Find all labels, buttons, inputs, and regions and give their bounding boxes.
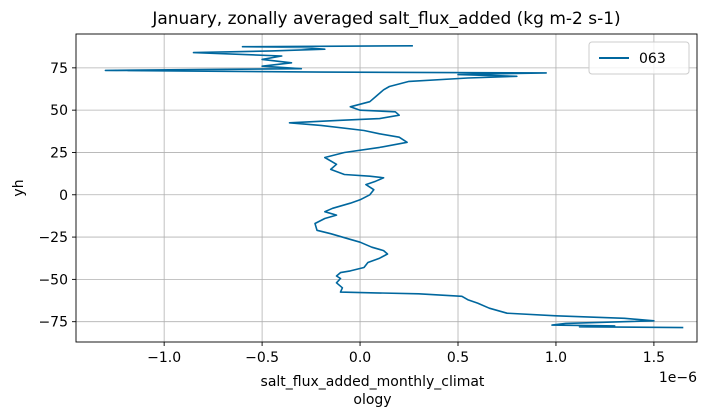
chart-title: January, zonally averaged salt_flux_adde… [151, 9, 620, 29]
x-axis-offset-label: 1e−6 [659, 370, 697, 386]
x-axis-label-line-2: ology [353, 392, 391, 408]
series-line-063 [104, 45, 684, 329]
plot-frame [75, 33, 698, 343]
legend-box [588, 41, 690, 75]
x-tick-label: 1.0 [545, 350, 567, 366]
x-tick-label: −1.0 [147, 350, 181, 366]
x-tick-label: 0.0 [349, 350, 371, 366]
y-tick-label: 0 [59, 188, 68, 204]
y-tick-label: −75 [38, 315, 68, 331]
x-axis-ticks: −1.0 −0.5 0.0 0.5 1.0 1.5 [147, 342, 665, 366]
legend: 063 [588, 41, 690, 75]
y-tick-label: 50 [50, 103, 68, 119]
legend-label-063: 063 [639, 51, 666, 67]
y-axis-ticks: −75 −50 −25 0 25 50 75 [38, 61, 76, 331]
series-layer [104, 45, 684, 329]
y-tick-label: 75 [50, 61, 68, 77]
x-tick-label: −0.5 [245, 350, 279, 366]
x-tick-label: 0.5 [447, 350, 469, 366]
x-axis-label-line-1: salt_flux_added_monthly_climat [261, 374, 485, 390]
x-tick-label: 1.5 [643, 350, 665, 366]
y-tick-label: 25 [50, 145, 68, 161]
y-tick-label: −25 [38, 230, 68, 246]
grid [76, 34, 697, 342]
y-tick-label: −50 [38, 272, 68, 288]
y-axis-label: yh [11, 179, 27, 196]
